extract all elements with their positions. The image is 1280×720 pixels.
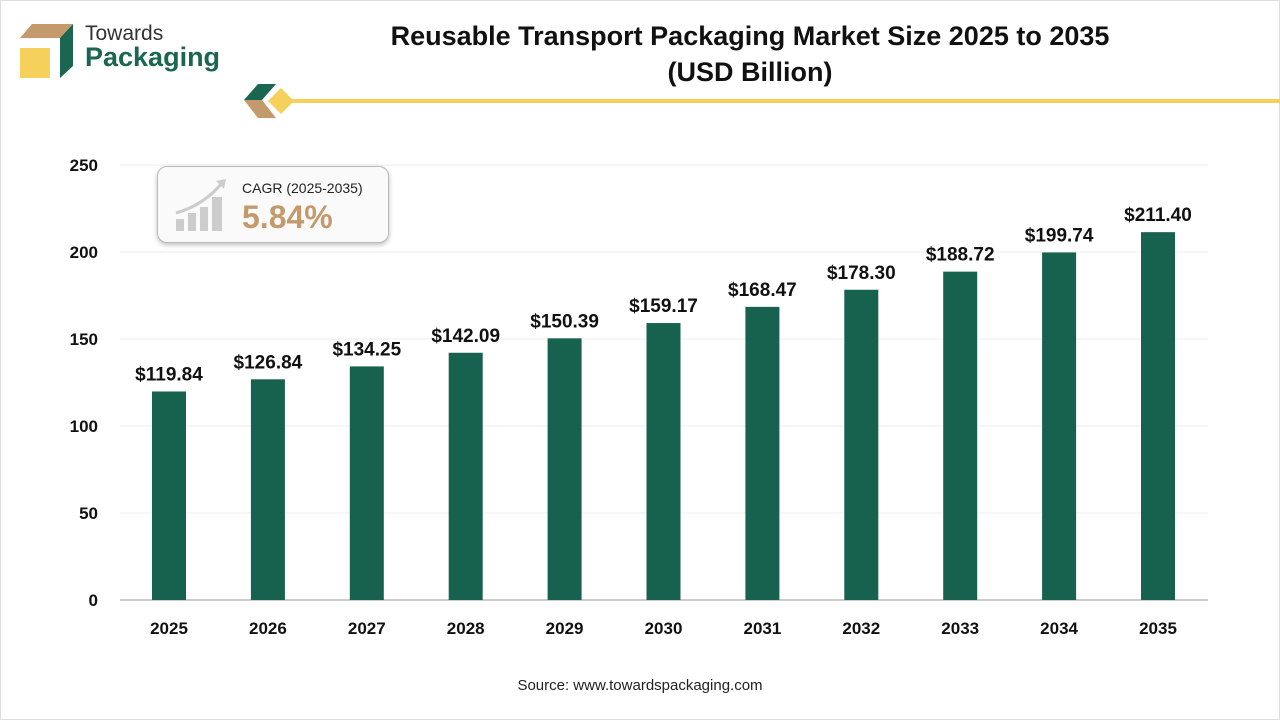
logo-box-icon	[20, 24, 73, 78]
x-tick-label: 2030	[645, 619, 683, 638]
title-line-2: (USD Billion)	[667, 57, 833, 87]
x-tick-label: 2028	[447, 619, 485, 638]
data-label: $126.84	[234, 352, 303, 373]
x-tick-label: 2027	[348, 619, 386, 638]
logo	[18, 20, 88, 85]
x-tick-label: 2025	[150, 619, 188, 638]
data-label: $142.09	[431, 326, 500, 347]
bar-2035	[1141, 232, 1175, 600]
title-line-1: Reusable Transport Packaging Market Size…	[390, 21, 1110, 51]
data-label: $178.30	[827, 263, 896, 284]
data-label: $159.17	[629, 296, 698, 317]
cagr-box: CAGR (2025-2035) 5.84%	[157, 166, 389, 243]
logo-text-towards: Towards	[85, 22, 164, 45]
chart-title: Reusable Transport Packaging Market Size…	[300, 18, 1200, 90]
data-label: $119.84	[135, 364, 203, 385]
cagr-value: 5.84%	[242, 199, 333, 235]
growth-chart-icon	[175, 179, 226, 231]
data-label: $199.74	[1025, 225, 1094, 246]
data-label: $150.39	[530, 311, 599, 332]
x-tick-label: 2035	[1139, 619, 1177, 638]
data-label: $211.40	[1124, 205, 1192, 226]
bar-2032	[844, 289, 879, 600]
title-decoration	[244, 84, 1280, 118]
y-tick-label: 150	[70, 330, 98, 349]
x-tick-label: 2033	[941, 619, 979, 638]
bar-2029	[547, 338, 582, 600]
y-tick-label: 250	[70, 156, 98, 175]
bar-2034	[1042, 252, 1077, 600]
x-tick-label: 2029	[546, 619, 584, 638]
bar-2026	[250, 379, 285, 600]
bar-2030	[646, 323, 681, 600]
y-tick-label: 200	[70, 243, 98, 262]
source-text: Source: www.towardspackaging.com	[517, 677, 763, 694]
bar-2028	[448, 352, 483, 600]
bar-2027	[349, 366, 384, 600]
logo-text-packaging: Packaging	[85, 42, 221, 72]
x-tick-label: 2031	[743, 619, 781, 638]
data-label: $188.72	[926, 245, 995, 266]
y-tick-label: 50	[79, 504, 98, 523]
x-tick-label: 2034	[1040, 619, 1078, 638]
y-tick-label: 100	[70, 417, 98, 436]
data-label: $134.25	[332, 339, 401, 360]
data-label: $168.47	[728, 280, 797, 301]
bar-2025	[152, 391, 186, 600]
bar-2031	[745, 306, 780, 600]
x-tick-label: 2026	[249, 619, 287, 638]
x-tick-label: 2032	[842, 619, 880, 638]
y-tick-label: 0	[89, 591, 98, 610]
bar-2033	[943, 271, 978, 600]
cagr-label: CAGR (2025-2035)	[242, 180, 363, 196]
